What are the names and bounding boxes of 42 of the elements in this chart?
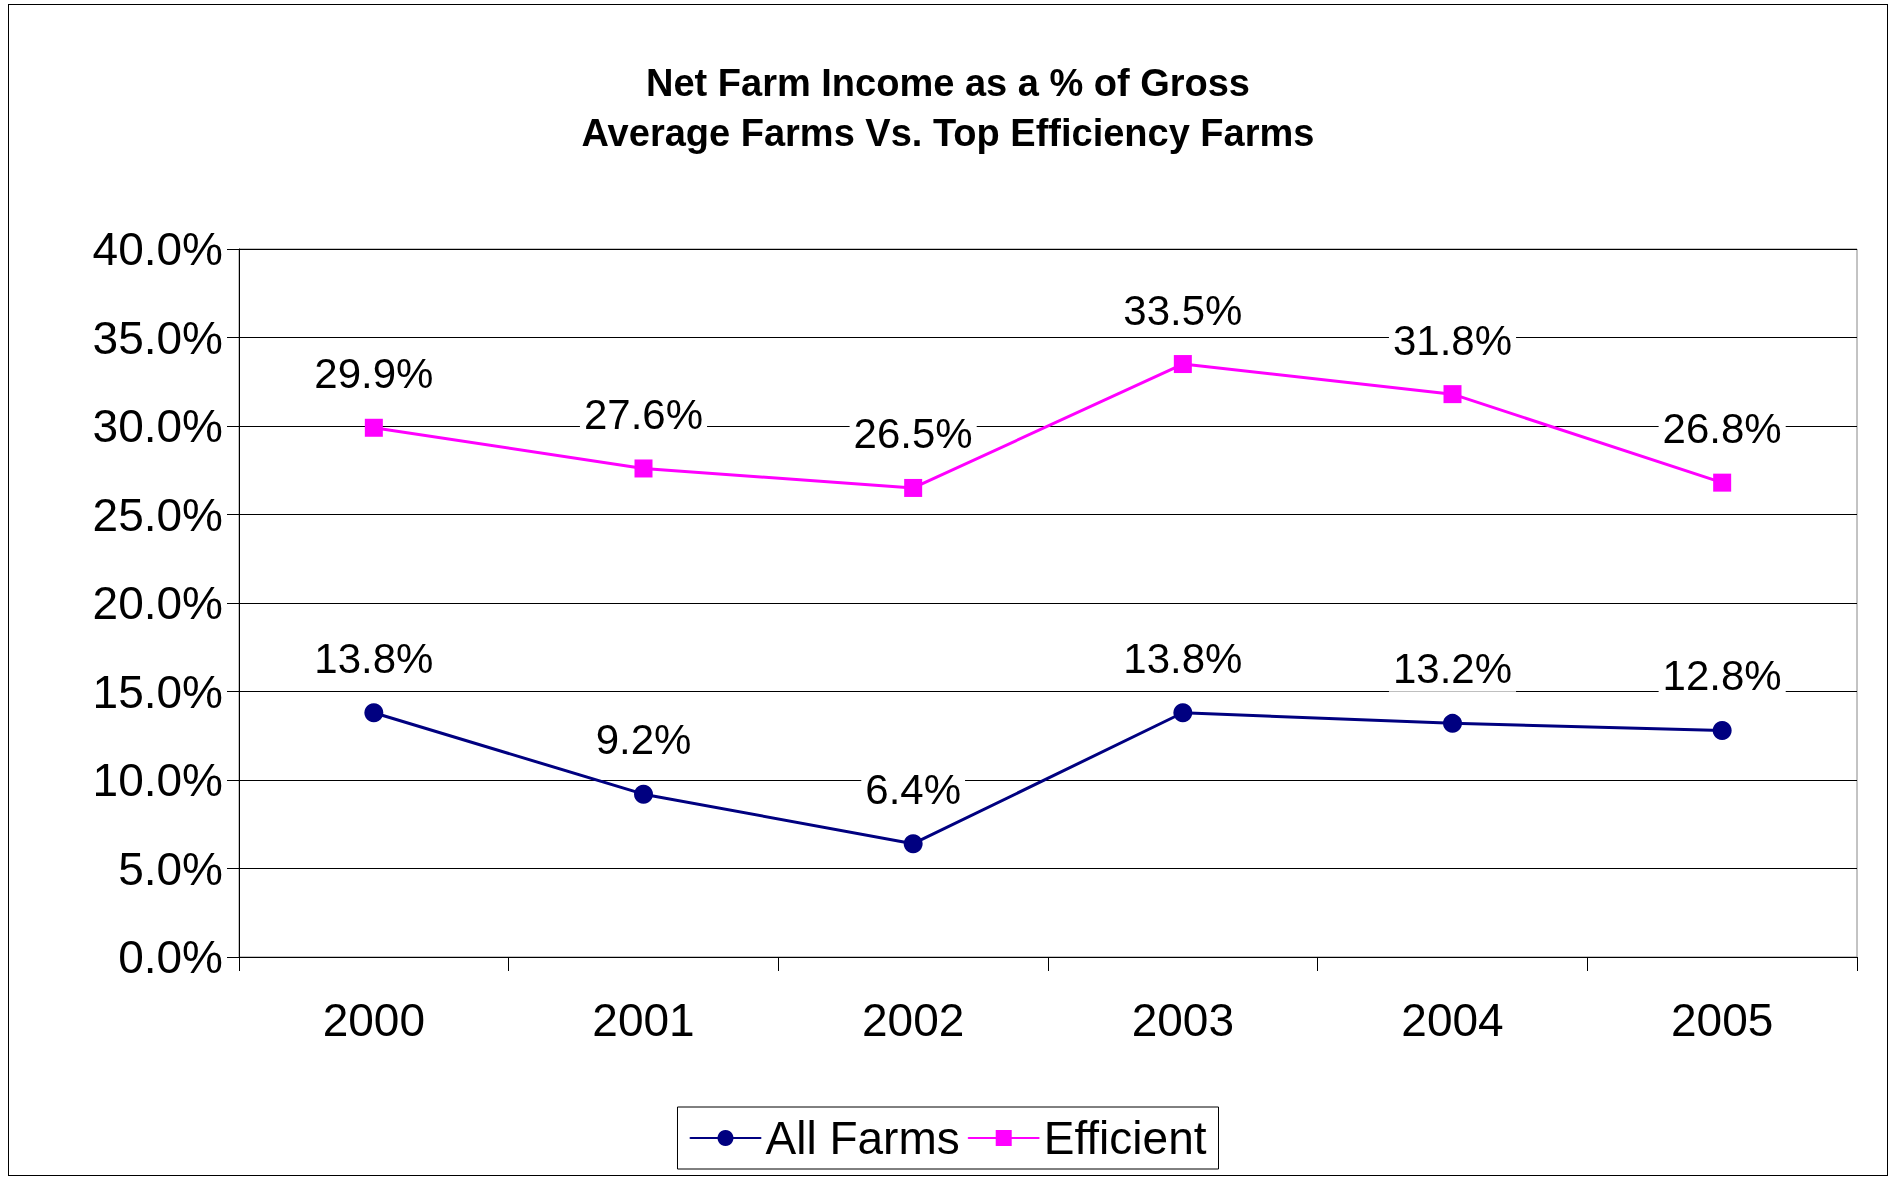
y-tick-label: 0.0% — [118, 931, 223, 983]
point — [1443, 713, 1462, 733]
point — [634, 459, 653, 478]
y-tick-label: 25.0% — [92, 488, 223, 541]
x-tick-label: 2001 — [592, 994, 695, 1046]
point — [1712, 720, 1732, 740]
point — [903, 834, 923, 854]
legend-label: Efficient — [1043, 1112, 1207, 1164]
x-tick-label: 2000 — [322, 994, 426, 1046]
chart-title: Net Farm Income as a % of Gross Average Farms Vs. Top Efficiency Farms — [581, 62, 1315, 154]
y-tick-label: 40.0% — [92, 223, 223, 275]
x-tick-label: 2005 — [1670, 994, 1774, 1046]
y-tick-label: 35.0% — [92, 311, 223, 364]
data-label: 13.8% — [314, 634, 434, 682]
point — [1173, 355, 1192, 374]
data-label: 12.8% — [1662, 652, 1782, 700]
data-label: 31.8% — [1392, 316, 1513, 364]
data-label: 9.2% — [595, 716, 692, 764]
y-tick-label: 30.0% — [92, 400, 223, 452]
data-label: 6.4% — [865, 765, 962, 813]
x-tick-label: 2002 — [861, 994, 965, 1046]
x-tick-label: 2003 — [1131, 994, 1235, 1046]
data-label: 26.5% — [853, 410, 973, 458]
data-label: 13.2% — [1392, 645, 1513, 693]
point — [1713, 473, 1732, 492]
legend-label: All Farms — [765, 1112, 960, 1164]
y-tick-label: 20.0% — [92, 577, 223, 629]
data-label: 29.9% — [314, 350, 434, 398]
y-tick-label: 15.0% — [92, 665, 223, 718]
data-label: 26.8% — [1662, 405, 1782, 453]
point — [364, 418, 383, 437]
y-tick-label: 10.0% — [92, 754, 223, 806]
point — [904, 478, 923, 497]
point — [364, 703, 384, 723]
x-tick-label: 2004 — [1401, 994, 1504, 1046]
point — [634, 784, 653, 804]
data-label: 13.8% — [1123, 634, 1243, 682]
point — [1443, 385, 1462, 404]
point — [1173, 703, 1193, 723]
data-label: 27.6% — [583, 390, 704, 438]
data-label: 33.5% — [1123, 286, 1243, 334]
y-tick-label: 5.0% — [118, 842, 223, 895]
